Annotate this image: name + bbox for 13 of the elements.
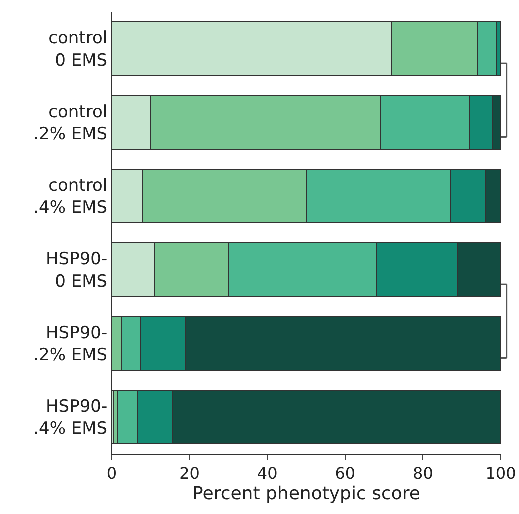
y-tick-label: HSP90- .2% EMS [34,323,108,366]
y-tick-label: control .4% EMS [34,176,108,218]
x-tick-label: 80 [413,464,434,484]
x-tick-label: 20 [180,464,200,484]
x-axis-title: Percent phenotypic score [192,483,420,504]
y-tick-label: control .2% EMS [34,102,108,144]
x-tick-label: 100 [486,464,516,484]
y-tick-label: HSP90- 0 EMS [46,250,108,292]
x-tick-label: 40 [257,464,278,484]
y-tick-label: control 0 EMS [48,28,108,71]
y-tick-label: HSP90- .4% EMS [34,397,108,440]
x-tick-label: 60 [335,464,356,484]
x-tick-label: 0 [106,464,118,484]
